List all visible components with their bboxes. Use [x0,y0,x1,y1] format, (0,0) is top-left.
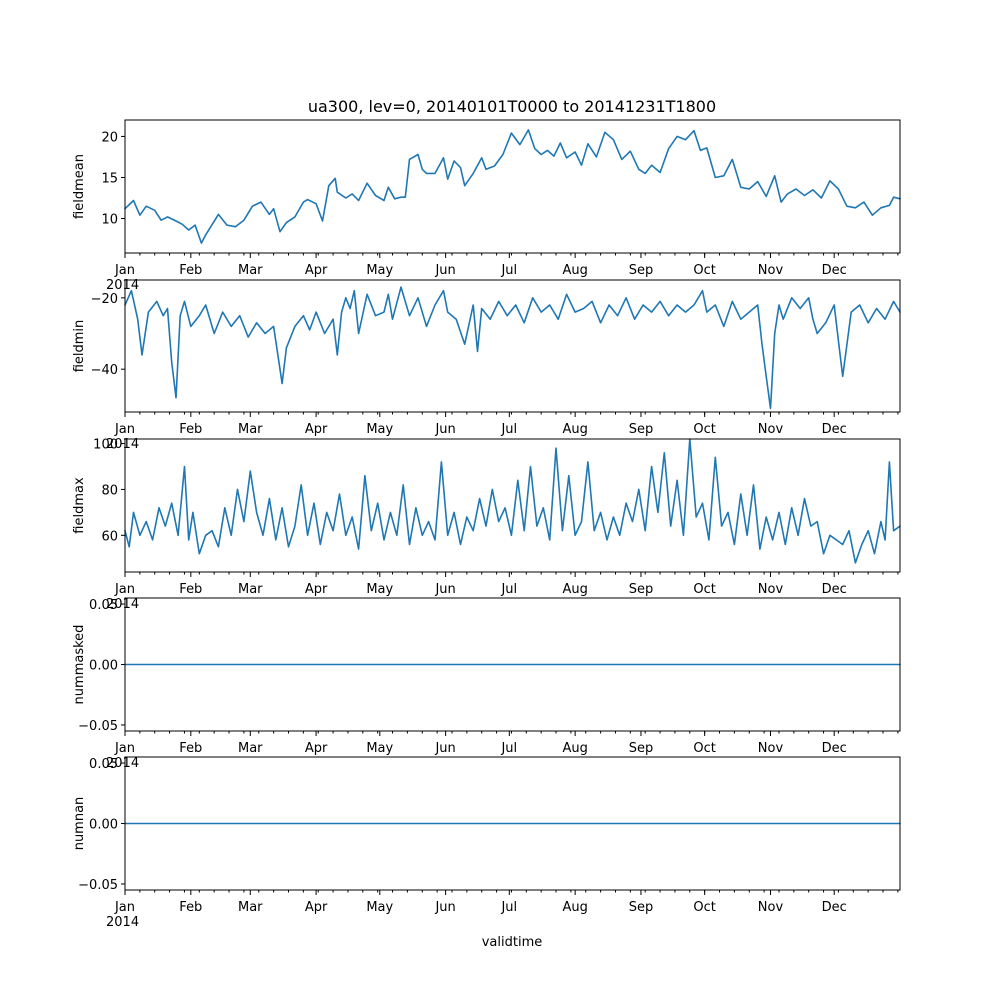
month-label-oct: Oct [693,422,715,437]
month-label-jul: Jul [500,741,517,756]
month-label-feb: Feb [179,582,202,597]
month-label-aug: Aug [562,900,587,915]
month-label-jul: Jul [500,422,517,437]
month-label-oct: Oct [693,582,715,597]
month-label-mar: Mar [238,422,263,437]
panel-numnan: −0.05 0.00 0.05 numnan Jan Feb Mar Apr May Jun Jul… [72,756,901,930]
month-label-jun: Jun [434,582,455,597]
month-label-may: May [366,422,393,437]
nummasked-ytick-label: 0.00 [89,659,118,674]
month-label-apr: Apr [305,263,328,278]
panel-fieldmax: 60 80 100 fieldmax Jan Feb Mar Apr May Jun Jul Aug S… [72,438,901,612]
fieldmin-ytick-label: −40 [91,363,118,378]
month-label-sep: Sep [629,741,654,756]
month-label-oct: Oct [693,263,715,278]
month-label-jan: Jan [114,900,135,915]
month-label-oct: Oct [693,741,715,756]
month-label-jul: Jul [500,900,517,915]
month-label-sep: Sep [629,900,654,915]
month-label-jan: Jan [114,422,135,437]
month-label-jan: Jan [114,741,135,756]
month-label-feb: Feb [179,422,202,437]
panel-fieldmin: −40 −20 fieldmin Jan Feb Mar Apr May Jun Jul Aug Se… [72,279,901,452]
month-label-mar: Mar [238,582,263,597]
x-axis-label: validtime [482,935,543,950]
month-label-dec: Dec [822,422,847,437]
month-label-nov: Nov [758,263,784,278]
fieldmean-y-axis-label: fieldmean [72,154,87,219]
month-label-mar: Mar [238,263,263,278]
numnan-year-label: 2014 [106,915,139,930]
month-label-jan: Jan [114,582,135,597]
month-label-dec: Dec [822,900,847,915]
month-label-mar: Mar [238,900,263,915]
month-label-aug: Aug [562,422,587,437]
month-label-jul: Jul [500,263,517,278]
month-label-mar: Mar [238,741,263,756]
month-label-feb: Feb [179,263,202,278]
month-label-may: May [366,263,393,278]
month-label-may: May [366,582,393,597]
fieldmax-ytick-label: 60 [101,529,118,544]
numnan-ytick-label: 0.00 [89,818,118,833]
chart-title: ua300, lev=0, 20140101T0000 to 20141231T… [308,97,716,116]
month-label-apr: Apr [305,582,328,597]
month-label-nov: Nov [758,582,784,597]
fieldmean-ytick-label: 10 [101,213,118,228]
month-label-oct: Oct [693,900,715,915]
fieldmean-ytick-label: 20 [101,130,118,145]
month-label-dec: Dec [822,582,847,597]
numnan-ytick-label: −0.05 [78,878,118,893]
fieldmin-axes-frame [124,279,901,413]
month-label-may: May [366,900,393,915]
month-label-sep: Sep [629,263,654,278]
month-label-nov: Nov [758,900,784,915]
fieldmin-ytick-label: −20 [91,292,118,307]
month-label-jul: Jul [500,582,517,597]
month-label-jun: Jun [434,263,455,278]
nummasked-ytick-label: −0.05 [78,719,118,734]
month-label-jun: Jun [434,422,455,437]
month-label-apr: Apr [305,422,328,437]
month-label-sep: Sep [629,422,654,437]
month-label-nov: Nov [758,741,784,756]
fieldmin-series-line [124,286,901,410]
month-label-dec: Dec [822,741,847,756]
month-label-jan: Jan [114,263,135,278]
month-label-feb: Feb [179,900,202,915]
fieldmax-axes-frame [124,438,901,573]
numnan-ytick-label: 0.05 [89,757,118,772]
month-label-aug: Aug [562,741,587,756]
fieldmax-ytick-label: 80 [101,483,118,498]
month-label-jun: Jun [434,741,455,756]
fieldmax-series-line [124,438,901,564]
fieldmean-year-label: 2014 [106,278,139,293]
month-label-aug: Aug [562,582,587,597]
month-label-sep: Sep [629,582,654,597]
month-label-apr: Apr [305,741,328,756]
nummasked-ytick-label: 0.05 [89,598,118,613]
numnan-y-axis-label: numnan [72,797,87,851]
month-label-dec: Dec [822,263,847,278]
fieldmax-ytick-label: 100 [93,438,118,453]
panels: 10 15 20 fieldmean Jan Feb Mar Apr May Jun Jul Aug S… [72,119,901,930]
month-label-may: May [366,741,393,756]
month-label-feb: Feb [179,741,202,756]
fieldmean-series-line [124,129,901,244]
month-label-aug: Aug [562,263,587,278]
fieldmean-axes-frame [124,119,901,254]
fieldmin-year-label: 2014 [106,437,139,452]
month-label-jun: Jun [434,900,455,915]
month-label-apr: Apr [305,900,328,915]
month-label-nov: Nov [758,422,784,437]
fieldmean-ytick-label: 15 [101,171,118,186]
fieldmin-y-axis-label: fieldmin [72,320,87,373]
nummasked-y-axis-label: nummasked [72,625,87,705]
fieldmax-y-axis-label: fieldmax [72,477,87,534]
panel-fieldmean: 10 15 20 fieldmean Jan Feb Mar Apr May Jun Jul Aug S… [72,119,901,293]
